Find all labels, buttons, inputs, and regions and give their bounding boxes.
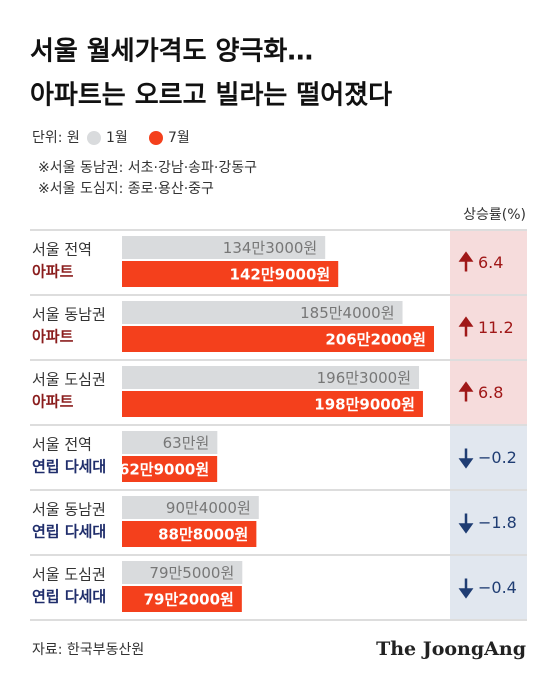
change-label: 11.2 [478, 318, 514, 337]
type-label: 아파트 [32, 393, 74, 411]
type-label: 연립 다세대 [32, 458, 106, 476]
change-cell [450, 556, 527, 619]
change-label: −1.8 [478, 513, 517, 532]
legend-swatch [87, 131, 101, 145]
change-arrow [458, 316, 474, 337]
unit-label: 단위: 원 [32, 130, 80, 146]
change-label: −0.4 [478, 578, 517, 597]
change-arrow [458, 381, 474, 402]
change-cell [450, 491, 527, 554]
value-label: 88만8000원 [158, 526, 248, 544]
change-label: 6.4 [478, 253, 503, 272]
region-label: 서울 전역 [32, 241, 92, 259]
change-arrow [458, 251, 474, 272]
bar [122, 456, 218, 482]
bar [122, 561, 243, 584]
change-arrow [458, 513, 474, 534]
legend-swatch [149, 131, 163, 145]
value-label: 185만4000원 [300, 304, 394, 322]
change-header: 상승률(%) [463, 207, 526, 223]
change-arrow [458, 448, 474, 469]
value-label: 79만5000원 [149, 564, 234, 582]
value-label: 63만원 [163, 434, 210, 452]
title-line: 아파트는 오르고 빌라는 떨어졌다 [30, 81, 392, 111]
source: 자료: 한국부동산원 [32, 642, 144, 658]
bar [122, 236, 326, 259]
brand: The JoongAng [376, 638, 526, 660]
bar [122, 326, 434, 352]
value-label: 206만2000원 [325, 331, 426, 349]
change-arrow [458, 578, 474, 599]
legend-label: 1월 [106, 130, 128, 146]
type-label: 연립 다세대 [32, 588, 106, 606]
value-label: 62만9000원 [119, 461, 209, 479]
value-label: 196만3000원 [317, 369, 411, 387]
value-label: 134만3000원 [223, 239, 317, 257]
type-label: 아파트 [32, 263, 74, 281]
region-label: 서울 동남권 [32, 306, 106, 324]
bar [122, 586, 242, 612]
value-label: 198만9000원 [314, 396, 415, 414]
bar [122, 366, 420, 389]
type-label: 아파트 [32, 328, 74, 346]
value-label: 90만4000원 [166, 499, 251, 517]
region-label: 서울 전역 [32, 436, 92, 454]
change-cell [450, 231, 527, 294]
bar [122, 301, 403, 324]
note: ※서울 도심지: 종로·용산·중구 [38, 181, 214, 197]
bar [122, 261, 339, 287]
type-label: 연립 다세대 [32, 523, 106, 541]
region-label: 서울 동남권 [32, 501, 106, 519]
change-label: −0.2 [478, 448, 517, 467]
change-cell [450, 361, 527, 424]
value-label: 79만2000원 [144, 591, 234, 609]
bar [122, 496, 259, 519]
change-label: 6.8 [478, 383, 503, 402]
change-cell [450, 296, 527, 359]
value-label: 142만9000원 [230, 266, 331, 284]
note: ※서울 동남권: 서초·강남·송파·강동구 [38, 160, 257, 176]
change-cell [450, 426, 527, 489]
region-label: 서울 도심권 [32, 371, 106, 389]
region-label: 서울 도심권 [32, 566, 106, 584]
legend-label: 7월 [168, 130, 190, 146]
bar [122, 431, 218, 454]
title-line: 서울 월세가격도 양극화… [30, 37, 313, 67]
bar [122, 391, 423, 417]
bar [122, 521, 257, 547]
